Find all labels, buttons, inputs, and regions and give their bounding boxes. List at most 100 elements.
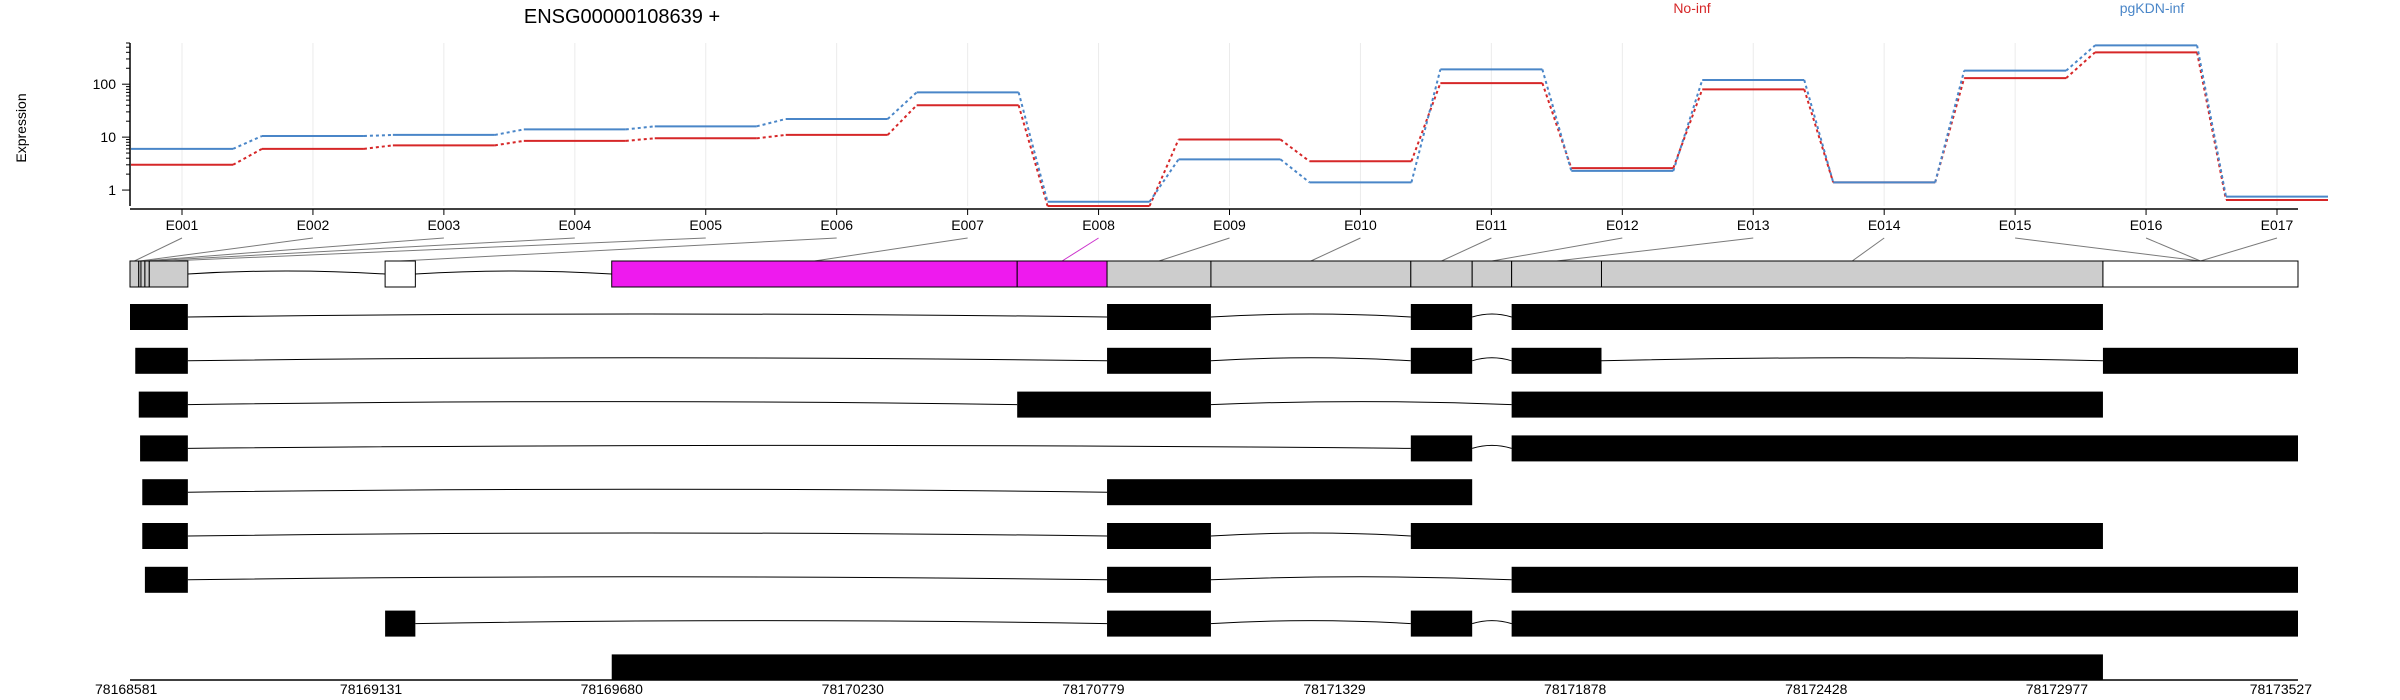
genomic-tick-label: 78172977	[2026, 681, 2089, 697]
intron-line	[187, 270, 386, 275]
transcript-intron	[187, 444, 1411, 449]
connector	[2065, 51, 2096, 79]
transcript-exon	[1107, 566, 1211, 593]
transcript-exon	[1107, 304, 1211, 330]
connector	[1672, 79, 1704, 172]
transcript-row	[135, 347, 2298, 374]
connector	[1541, 82, 1573, 169]
connector	[1541, 69, 1573, 172]
transcript-intron	[1210, 401, 1512, 406]
x-tick-label: E004	[558, 217, 591, 233]
exon-block	[1016, 260, 1108, 288]
transcript-exon	[1107, 610, 1211, 637]
transcript-exon	[1511, 566, 2298, 593]
y-axis-label: Expression	[13, 93, 29, 162]
exon-block	[384, 260, 416, 288]
connector	[1410, 82, 1442, 162]
connector	[625, 137, 655, 142]
transcript-exon	[1410, 523, 2103, 549]
transcript-row	[385, 610, 2298, 637]
transcript-exon	[130, 304, 188, 330]
transcript-exon	[1107, 479, 1473, 506]
connector	[363, 133, 393, 138]
x-tick-label: E011	[1476, 217, 1508, 233]
transcript-exon	[385, 610, 416, 637]
connector	[886, 104, 918, 136]
genomic-tick-label: 78171329	[1303, 681, 1366, 697]
x-tick-label: E016	[2130, 217, 2163, 233]
genomic-tick-label: 78168581	[95, 681, 158, 697]
transcript-exon	[1410, 610, 1473, 637]
exon-connector	[1556, 237, 1754, 262]
exon-block	[1471, 260, 1513, 288]
exon-connector	[1158, 237, 1230, 262]
exon-block	[148, 260, 189, 288]
exon-block	[1210, 260, 1412, 288]
transcript-intron	[187, 357, 1108, 362]
exon-block	[611, 260, 1018, 288]
exon-connector	[2200, 237, 2278, 262]
exon-connector-lines	[134, 237, 2278, 262]
transcript-intron	[187, 532, 1108, 537]
exon-connector	[2145, 237, 2201, 262]
x-tick-label: E007	[951, 217, 984, 233]
connector	[232, 147, 263, 166]
connector	[2196, 52, 2227, 201]
exon-block	[1106, 260, 1212, 288]
connector	[1279, 158, 1311, 184]
exon-block	[140, 260, 146, 288]
transcript-intron	[1472, 444, 1512, 449]
exon-connector	[142, 237, 444, 262]
genomic-tick-label: 78169680	[581, 681, 644, 697]
transcript-intron	[1210, 313, 1411, 318]
transcript-exon	[144, 566, 188, 593]
connector	[887, 91, 918, 120]
transcript-intron	[187, 401, 1018, 406]
transcript-exon	[140, 435, 188, 462]
exon-connector	[1441, 237, 1492, 262]
transcript-exon	[1511, 391, 2103, 418]
x-axis: E001 E002 E003 E004 E005 E006 E007 E008 E009 E010…	[130, 208, 2298, 233]
x-tick-label: E015	[1999, 217, 2032, 233]
series-1	[131, 44, 2328, 203]
connector	[1672, 88, 1704, 169]
x-tick-label: E010	[1344, 217, 1377, 233]
connector	[625, 125, 655, 131]
connector	[756, 133, 786, 140]
x-tick-label: E001	[166, 217, 199, 233]
chart-title: ENSG00000108639 +	[524, 6, 720, 28]
transcript-row	[142, 523, 2103, 549]
genomic-tick-label: 78170230	[822, 681, 885, 697]
exon-connector	[147, 237, 575, 262]
connector	[756, 118, 786, 128]
exon-block	[1511, 260, 1602, 288]
exon-connector	[168, 237, 706, 262]
connector	[1279, 138, 1311, 163]
x-tick-label: E009	[1213, 217, 1246, 233]
y-axis: 1 10 100	[93, 42, 131, 206]
exon-block	[1600, 260, 2104, 288]
transcript-intron	[1601, 357, 2103, 362]
transcript-intron	[1472, 313, 1512, 318]
transcript-intron	[1472, 357, 1512, 362]
connector	[2065, 44, 2096, 72]
genomic-tick-label: 78172428	[1785, 681, 1848, 697]
x-tick-label: E006	[820, 217, 853, 233]
genomic-axis: 78168581 78169131 78169680 78170230 78170779…	[95, 679, 2312, 697]
genomic-tick-label: 78169131	[340, 681, 403, 697]
exon-block	[129, 260, 140, 288]
connector	[494, 139, 524, 147]
transcript-intron	[1472, 620, 1512, 625]
exon-connector	[1061, 237, 1099, 262]
x-tick-label: E013	[1737, 217, 1770, 233]
x-tick-label: E012	[1606, 217, 1639, 233]
y-tick-label: 1	[108, 182, 116, 198]
exon-connector	[2015, 237, 2201, 262]
exon-block	[144, 260, 150, 288]
connector	[1934, 70, 1966, 183]
exon-connector	[400, 237, 837, 262]
transcript-exon	[2102, 347, 2298, 374]
connector	[1410, 69, 1442, 183]
transcript-intron	[187, 313, 1108, 318]
connector	[1803, 79, 1835, 183]
